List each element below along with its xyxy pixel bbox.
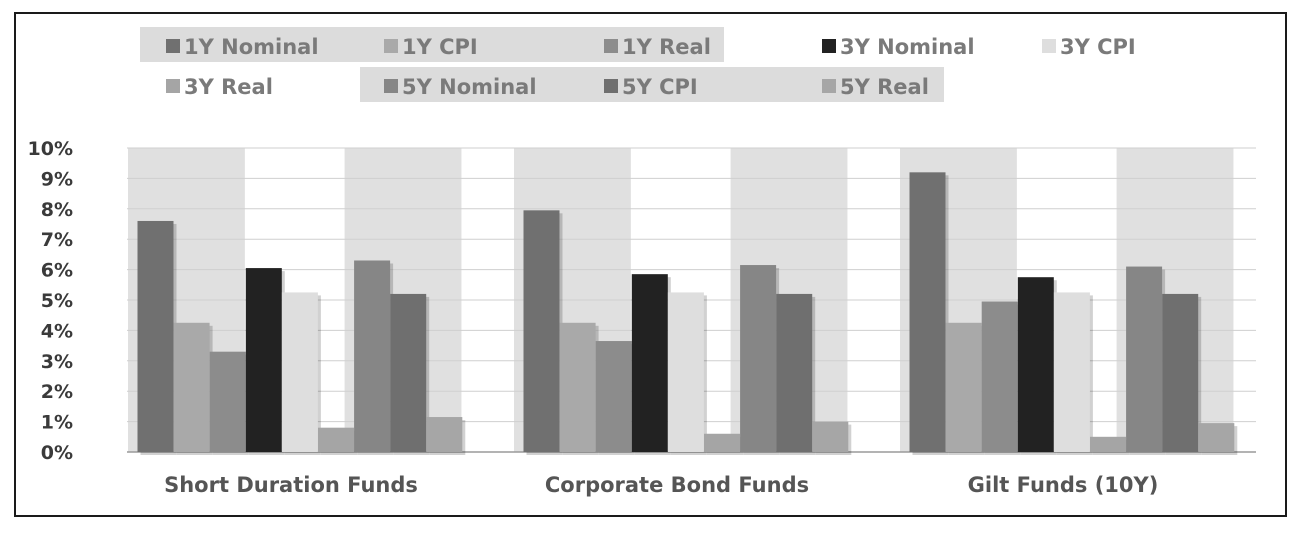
bar [245, 268, 282, 452]
bar [318, 427, 354, 452]
y-tick-label: 6% [41, 260, 73, 282]
bar [354, 260, 391, 452]
bar [595, 341, 632, 452]
y-tick-label: 9% [41, 168, 73, 190]
legend-swatch [384, 39, 398, 53]
bar [559, 322, 596, 452]
bar [776, 293, 813, 452]
bar [426, 417, 463, 452]
y-tick-label: 5% [41, 290, 73, 312]
legend-label: 5Y Real [840, 75, 929, 99]
bar [667, 292, 704, 452]
legend-label: 3Y Nominal [840, 35, 975, 59]
y-tick-label: 4% [41, 320, 73, 342]
legend-swatch [166, 79, 180, 93]
y-tick-label: 3% [41, 351, 73, 373]
legend-swatch [604, 79, 618, 93]
legend-label: 1Y Real [622, 35, 711, 59]
bar [173, 322, 210, 452]
bar [209, 351, 246, 452]
bar [1162, 293, 1199, 452]
bar [631, 274, 668, 452]
bar [390, 293, 427, 452]
bar [1198, 423, 1235, 452]
legend-band [360, 67, 944, 102]
bar [1126, 266, 1163, 452]
legend-band [140, 27, 724, 62]
legend-swatch [1042, 39, 1056, 53]
legend-swatch [384, 79, 398, 93]
y-tick-label: 8% [41, 199, 73, 221]
x-category-label: Short Duration Funds [164, 473, 418, 497]
y-tick-label: 1% [41, 412, 73, 434]
bar [945, 322, 982, 452]
legend-label: 3Y Real [184, 75, 273, 99]
bar [523, 210, 560, 452]
bar [812, 421, 849, 452]
bar [137, 220, 174, 452]
x-category-label: Corporate Bond Funds [545, 473, 809, 497]
y-tick-label: 0% [41, 442, 73, 464]
legend-swatch [822, 39, 836, 53]
bar [704, 433, 740, 452]
bar [1090, 436, 1126, 452]
legend-label: 1Y CPI [402, 35, 478, 59]
bar [1017, 277, 1054, 452]
legend-label: 5Y Nominal [402, 75, 537, 99]
legend-swatch [822, 79, 836, 93]
bar [281, 292, 318, 452]
y-tick-label: 10% [28, 138, 73, 160]
legend-swatch [604, 39, 618, 53]
x-category-label: Gilt Funds (10Y) [968, 473, 1159, 497]
legend-label: 1Y Nominal [184, 35, 319, 59]
legend-label: 3Y CPI [1060, 35, 1136, 59]
bar [981, 301, 1018, 452]
legend-swatch [166, 39, 180, 53]
y-tick-label: 2% [41, 381, 73, 403]
bar [909, 172, 946, 452]
bar [1053, 292, 1090, 452]
legend-label: 5Y CPI [622, 75, 698, 99]
y-tick-label: 7% [41, 229, 73, 251]
bar [740, 265, 777, 452]
